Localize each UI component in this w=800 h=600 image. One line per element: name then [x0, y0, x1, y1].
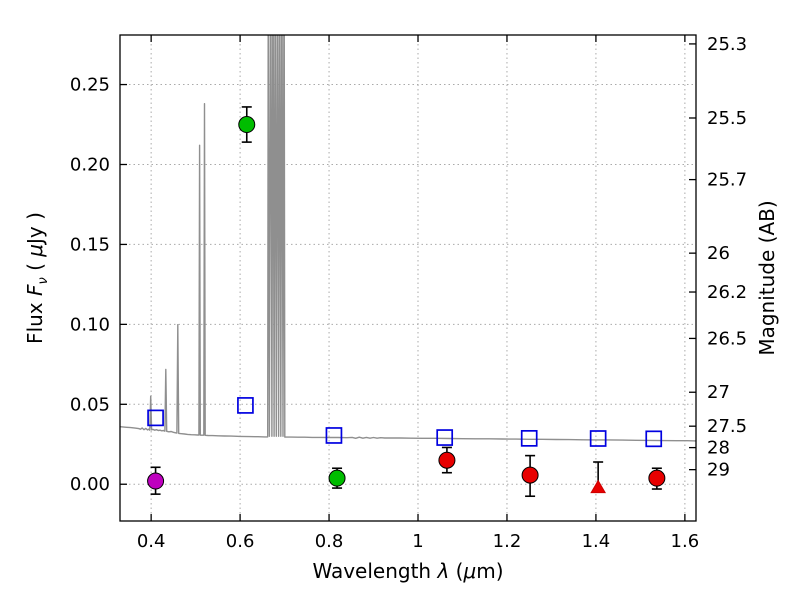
model-spectrum-line — [120, 35, 696, 442]
model-photometry-square — [147, 409, 164, 427]
spectrum-group — [120, 35, 696, 442]
y-tick-label-right: 28 — [707, 438, 730, 459]
x-tick-label: 1.4 — [582, 531, 611, 552]
observed-flux-magenta-marker — [147, 472, 165, 490]
y-tick-label-right: 26 — [707, 243, 730, 264]
observed-flux-green-marker — [328, 469, 346, 487]
axis-frame — [119, 34, 697, 522]
y-tick-label-right: 25.5 — [707, 108, 747, 129]
plot-background — [120, 35, 696, 521]
x-tick-label: 0.4 — [137, 531, 166, 552]
x-tick-label: 1.6 — [671, 531, 700, 552]
y-tick-label-left: 0.10 — [70, 314, 110, 335]
y-tick-label-right: 25.3 — [707, 34, 747, 55]
model-photometry-square — [520, 429, 538, 447]
x-axis-label: Wavelength λ (μm) — [312, 559, 503, 583]
y-tick-label-left: 0.00 — [70, 474, 110, 495]
model-photometry-square — [237, 397, 254, 414]
model-photometry-square — [645, 430, 663, 448]
y-axis-label-right: Magnitude (AB) — [755, 200, 779, 355]
y-tick-label-left: 0.25 — [70, 75, 110, 96]
x-tick-label: 1.2 — [493, 531, 522, 552]
model-photometry-square — [436, 429, 454, 446]
y-tick-label-left: 0.20 — [70, 154, 110, 175]
y-tick-label-right: 26.2 — [707, 282, 747, 303]
x-tick-label: 0.6 — [226, 531, 255, 552]
observed-flux-red-marker — [438, 451, 456, 469]
y-tick-label-right: 27 — [707, 382, 730, 403]
y-axis-label-left: Flux Fν ( μJy ) — [23, 212, 51, 344]
observed-flux-red-marker — [648, 469, 666, 487]
upper-limit-red-triangle-marker — [590, 479, 607, 494]
x-tick-label: 0.8 — [315, 531, 344, 552]
observed-flux-green-marker — [238, 116, 256, 134]
y-tick-label-right: 25.7 — [707, 170, 747, 191]
y-tick-label-left: 0.05 — [70, 394, 110, 415]
model-photometry-square — [589, 430, 607, 447]
y-tick-label-right: 27.5 — [707, 416, 747, 437]
y-tick-label-left: 0.15 — [70, 234, 110, 255]
y-tick-label-right: 26.5 — [707, 328, 747, 349]
observed-flux-red-marker — [521, 466, 539, 484]
model-photometry-square — [325, 427, 343, 444]
y-tick-label-right: 29 — [707, 460, 730, 481]
x-tick-label: 1 — [412, 531, 423, 552]
